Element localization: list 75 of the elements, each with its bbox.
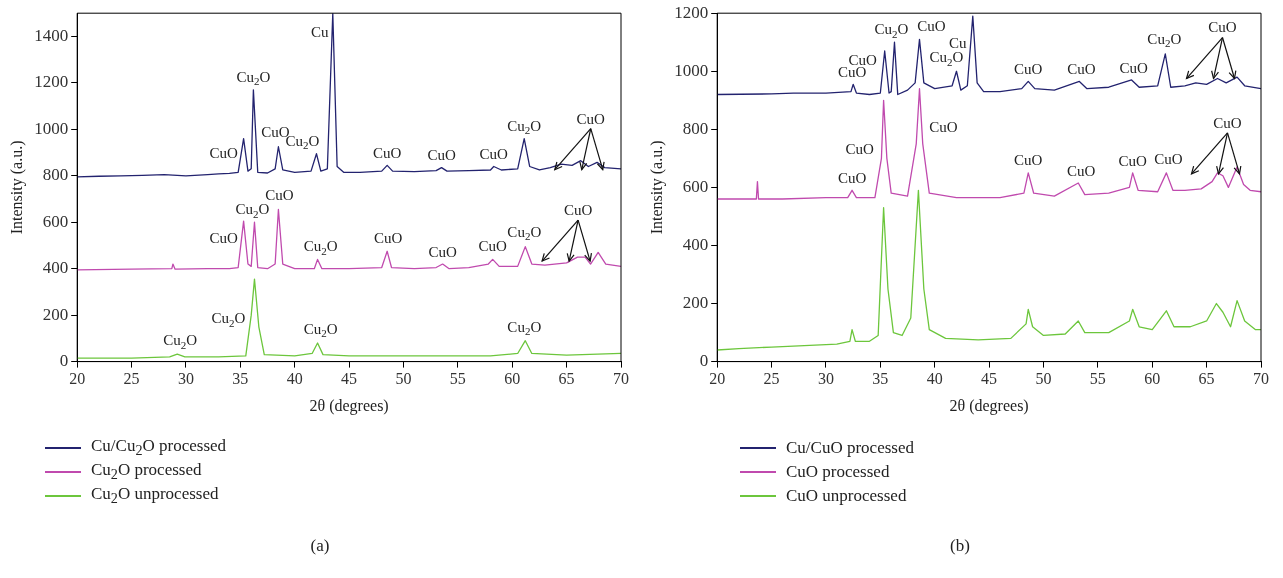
- annotation: CuO: [845, 141, 874, 158]
- annotation: Cu: [949, 35, 968, 52]
- x-tick-label: 55: [1089, 370, 1106, 388]
- text: (b): [949, 536, 971, 556]
- y-tick-label: 800: [42, 165, 69, 185]
- annotation: CuO: [1067, 61, 1096, 78]
- annotation: CuO: [917, 18, 946, 35]
- y-tick-label: 1200: [34, 72, 69, 92]
- annotation: CuO: [373, 145, 402, 162]
- y-tick-label: 1400: [34, 25, 69, 45]
- annotation: CuO: [563, 202, 593, 219]
- annotation: CuO: [1119, 59, 1148, 76]
- annotation: CuO: [1014, 151, 1043, 168]
- annotation: CuO: [427, 146, 456, 163]
- y-tick-label: 1000: [674, 60, 709, 80]
- text: (a): [309, 536, 331, 556]
- y-tick-label: 200: [42, 304, 69, 324]
- x-tick-label: 45: [981, 370, 998, 388]
- annotation: CuO: [478, 238, 507, 255]
- y-axis-title: Intensity (a.u.): [647, 140, 666, 235]
- x-tick-label: 20: [709, 370, 726, 388]
- x-tick-label: 65: [558, 370, 575, 388]
- x-axis-title: 2θ (degrees): [309, 396, 389, 415]
- annotation: CuO: [576, 110, 606, 127]
- annotation: CuO: [929, 118, 958, 135]
- x-axis-title: 2θ (degrees): [949, 396, 1029, 415]
- legend-label: Cu/Cu$_{2}$O processed: [91, 436, 227, 460]
- legend-label: Cu$_{2}$O unprocessed: [91, 484, 219, 508]
- annotation: CuO: [1014, 61, 1043, 78]
- y-tick-label: 600: [682, 176, 709, 196]
- annotation: CuO: [428, 243, 457, 260]
- y-tick-label: 600: [42, 211, 69, 231]
- y-tick-label: 0: [59, 351, 69, 371]
- annotation: CuO: [374, 230, 403, 247]
- x-tick-label: 25: [763, 370, 780, 388]
- x-tick-label: 50: [395, 370, 412, 388]
- x-tick-label: 35: [872, 370, 889, 388]
- y-tick-label: 0: [699, 351, 709, 371]
- y-tick-label: 1000: [34, 118, 69, 138]
- legend-label: CuO processed: [786, 462, 890, 482]
- x-tick-label: 30: [177, 370, 194, 388]
- x-tick-label: 60: [1144, 370, 1161, 388]
- x-tick-label: 40: [926, 370, 943, 388]
- x-tick-label: 65: [1198, 370, 1215, 388]
- annotation: CuO: [479, 146, 509, 163]
- annotation: CuO: [1208, 19, 1237, 36]
- y-axis-title: Intensity (a.u.): [7, 140, 26, 235]
- y-tick-label: 1200: [674, 2, 709, 22]
- annotation: CuO: [837, 170, 867, 187]
- x-tick-label: 25: [123, 370, 140, 388]
- x-tick-label: 70: [1253, 370, 1269, 388]
- legend-label: Cu$_{2}$O processed: [91, 460, 202, 484]
- x-tick-label: 60: [504, 370, 521, 388]
- annotation: CuO: [265, 187, 294, 204]
- legend-label: Cu/CuO processed: [786, 438, 914, 458]
- annotation: CuO: [1154, 150, 1183, 167]
- x-tick-label: 50: [1035, 370, 1052, 388]
- annotation: CuO: [209, 230, 238, 247]
- x-tick-label: 40: [286, 370, 303, 388]
- y-tick-label: 400: [42, 258, 69, 278]
- annotation: CuO: [209, 144, 238, 161]
- annotation: CuO: [1118, 152, 1147, 169]
- legend-label: CuO unprocessed: [786, 486, 907, 506]
- x-tick-label: 20: [69, 370, 86, 388]
- x-tick-label: 35: [232, 370, 249, 388]
- x-tick-label: 55: [449, 370, 466, 388]
- x-tick-label: 45: [341, 370, 358, 388]
- x-tick-label: 30: [817, 370, 834, 388]
- y-tick-label: 800: [682, 118, 709, 138]
- y-tick-label: 200: [682, 293, 709, 312]
- annotation: CuO: [1213, 114, 1242, 131]
- x-tick-label: 70: [613, 370, 629, 388]
- annotation: Cu: [311, 24, 330, 41]
- y-tick-label: 400: [682, 234, 709, 254]
- annotation: CuO: [1067, 162, 1096, 179]
